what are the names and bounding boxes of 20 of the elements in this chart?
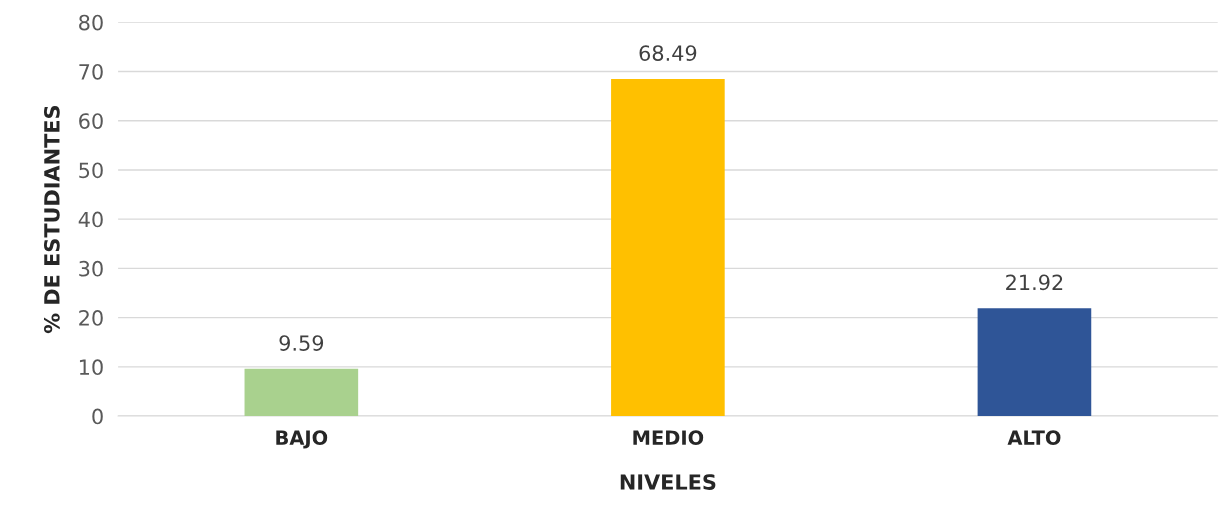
y-tick-label: 70 (79, 63, 103, 80)
x-tick-label: BAJO (276, 430, 328, 449)
y-tick-label: 40 (78, 211, 103, 228)
y-tick-label: 60 (79, 113, 103, 129)
y-tick-label: 30 (79, 260, 103, 277)
x-axis-title: NIVELES (620, 474, 716, 490)
bar (611, 78, 725, 417)
y-axis-title: % DE ESTUDIANTES (44, 106, 60, 334)
y-tick-label: 0 (92, 408, 103, 425)
y-tick-label: 20 (79, 310, 103, 326)
x-tick-label: MEDIO (633, 430, 704, 445)
y-tick-label: 80 (79, 14, 103, 31)
bar (977, 308, 1092, 417)
x-tick-label: ALTO (1007, 430, 1061, 445)
data-label: 9.59 (279, 335, 324, 351)
y-tick-label: 10 (79, 359, 103, 376)
y-tick-label: 50 (79, 162, 103, 179)
bar (244, 368, 359, 417)
data-label: 68.49 (639, 45, 697, 61)
data-label: 21.92 (1006, 274, 1063, 291)
